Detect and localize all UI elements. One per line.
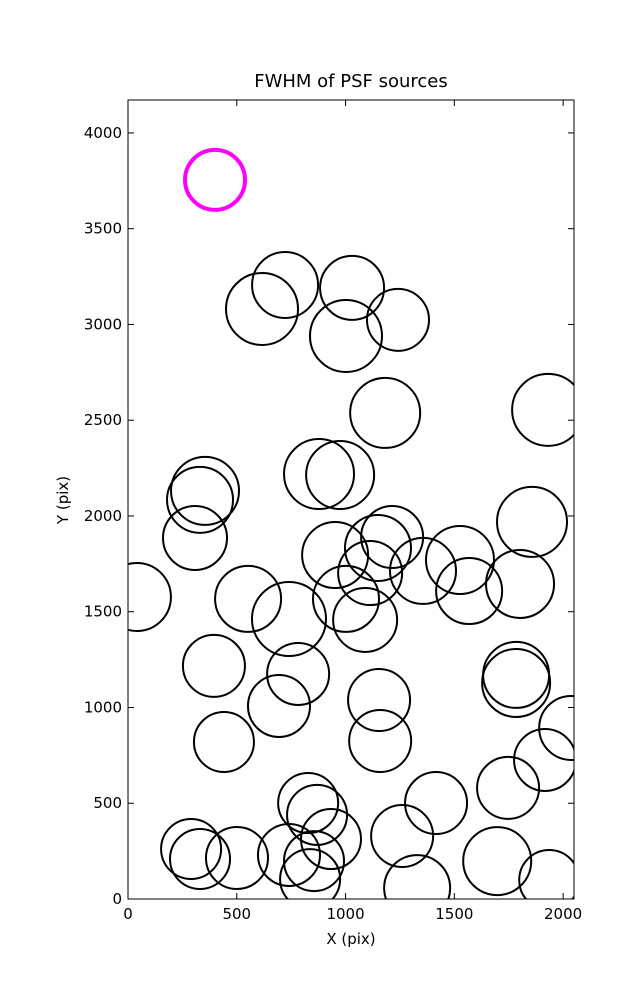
source-circle [305,439,376,510]
source-circle [192,710,255,773]
source-circle [214,564,283,633]
source-circle [308,298,383,373]
source-circle [365,287,430,352]
y-tick-label: 4000 [84,124,122,142]
y-axis-label: Y (pix) [54,476,72,525]
plot-area [128,147,574,899]
source-circle [266,641,331,706]
source-circle [348,709,413,774]
y-tick-label: 2500 [84,411,122,429]
y-tick-label: 500 [93,794,122,812]
source-circle [343,513,412,582]
source-circle [538,694,574,761]
source-circle [286,783,349,846]
source-circle [481,647,552,718]
source-circle [332,586,399,653]
source-circle [496,485,569,558]
source-circle [482,640,551,709]
source-circle [160,818,223,881]
source-circle [383,854,452,899]
source-circle [128,561,172,632]
source-circle [518,849,574,899]
source-circle [349,376,422,449]
source-circle [389,536,458,605]
y-tick-label: 0 [112,890,122,908]
source-circle [337,540,404,607]
y-tick-label: 1500 [84,603,122,621]
source-circle [283,438,356,511]
source-circle [424,525,495,596]
x-axis-label: X (pix) [326,930,375,948]
source-circle [404,771,469,836]
source-circle [435,557,504,626]
plot-frame [127,99,575,900]
y-tick-label: 1000 [84,698,122,716]
source-circle [250,581,327,658]
y-tick-label: 3000 [84,315,122,333]
source-circle [256,822,321,887]
source-circle [476,755,541,820]
x-tick-label: 1500 [435,905,473,923]
source-circle [279,848,342,899]
source-circle [183,147,248,212]
source-circle [181,633,246,698]
x-tick-label: 2000 [544,905,582,923]
y-tick-label: 2000 [84,507,122,525]
source-circle [370,803,435,868]
source-circle [513,727,574,792]
x-tick-label: 1000 [326,905,364,923]
source-circle [301,521,370,590]
source-circle [319,254,386,321]
chart-title: FWHM of PSF sources [254,71,448,92]
source-circle [277,772,340,835]
source-circle [166,465,235,534]
source-circle [283,830,346,893]
source-circle [311,564,380,633]
source-circle [462,826,533,897]
source-circle [485,548,556,619]
source-circle [169,827,232,890]
source-circle [347,668,412,733]
x-tick-label: 500 [222,905,251,923]
x-tick-label: 0 [123,905,133,923]
source-circle [251,251,320,320]
source-circle [246,673,311,738]
source-circle [225,271,300,346]
source-circle [299,808,362,871]
source-circle [511,372,574,447]
source-circle [170,455,241,526]
y-tick-label: 3500 [84,220,122,238]
source-circle [162,504,229,571]
source-circle [204,826,269,891]
